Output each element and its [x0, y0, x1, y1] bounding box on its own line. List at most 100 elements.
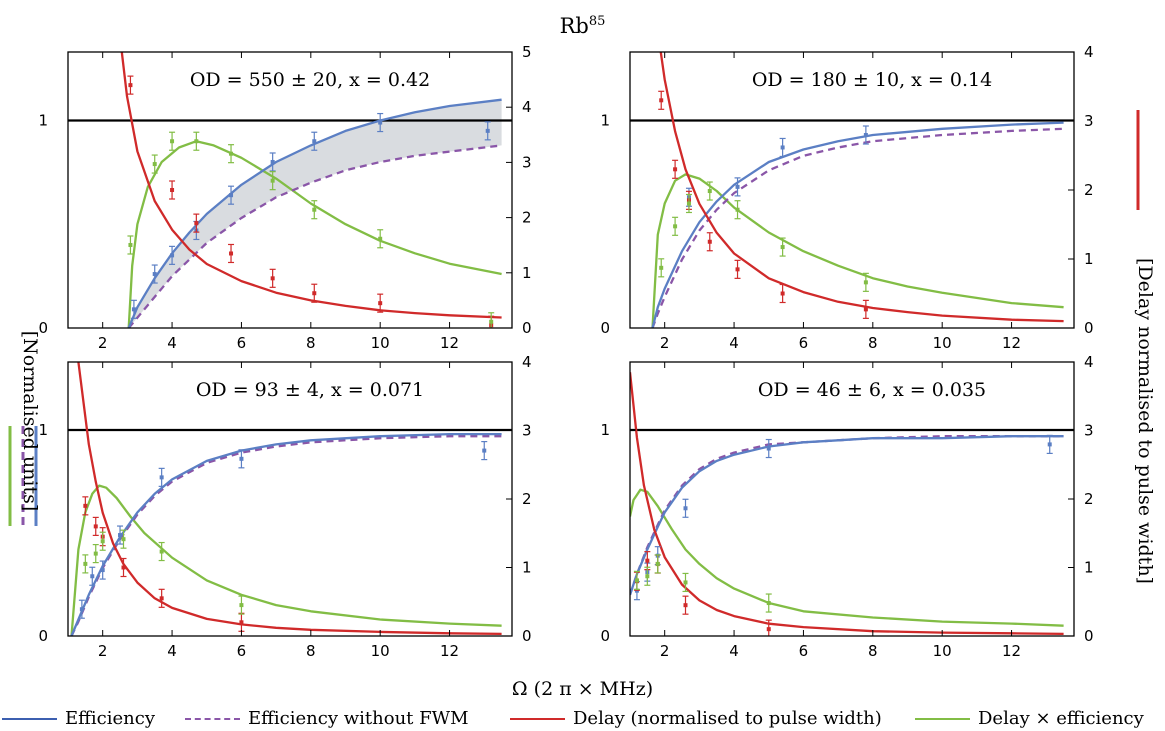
delay-data-point [270, 276, 275, 281]
y-tick-label-left: 1 [38, 421, 48, 439]
x-tick-label: 2 [98, 334, 108, 352]
delay-x-eff-data-point [766, 601, 771, 606]
delay-data-point [766, 627, 771, 632]
delay-x-eff-data-point [659, 265, 664, 270]
legend-swatch-efficiency [2, 718, 57, 720]
delay-x-eff-data-point [686, 201, 691, 206]
curve-efficiency-without-fwm [127, 144, 502, 328]
y-tick-label-right: 2 [1084, 181, 1094, 199]
delay-data-point [93, 524, 98, 529]
panel-annotation: OD = 46 ± 6, x = 0.035 [758, 379, 986, 401]
delay-x-eff-data-point [634, 578, 639, 583]
delay-x-eff-data-point [378, 236, 383, 241]
y-tick-label-right: 1 [1084, 250, 1094, 268]
legend-swatch-delay-x-eff [915, 718, 970, 720]
delay-x-eff-data-point [83, 561, 88, 566]
curve-efficiency-without-fwm [651, 127, 1064, 328]
x-axis-label: Ω (2 π × MHz) [511, 678, 654, 700]
annotation-background [749, 375, 995, 405]
legend-swatch-efficiency-no-fwm [185, 718, 240, 720]
x-tick-label: 12 [1002, 642, 1021, 660]
y-tick-label-right: 4 [1084, 43, 1094, 61]
curve-delay-x-efficiency [127, 140, 502, 328]
curve-delay [120, 52, 502, 319]
delay-x-eff-data-point [159, 549, 164, 554]
x-tick-label: 4 [167, 334, 177, 352]
legend-label-efficiency-no-fwm: Efficiency without FWM [248, 708, 469, 729]
x-tick-label: 2 [98, 642, 108, 660]
efficiency-data-point [863, 133, 868, 138]
efficiency-data-point [131, 307, 136, 312]
x-tick-label: 12 [440, 334, 459, 352]
panel-annotation: OD = 550 ± 20, x = 0.42 [190, 69, 430, 91]
curve-efficiency [70, 432, 502, 636]
efficiency-data-point [378, 120, 383, 125]
legend-item-efficiency-no-fwm: Efficiency without FWM [185, 708, 469, 729]
delay-data-point [645, 558, 650, 563]
delay-x-eff-data-point [655, 561, 660, 566]
y-tick-label-right: 3 [1084, 422, 1094, 440]
y-tick-label-right: 2 [1084, 490, 1094, 508]
y-tick-label-right: 3 [522, 153, 532, 171]
delay-x-eff-data-point [707, 189, 712, 194]
curve-efficiency-without-fwm [630, 435, 1064, 596]
curve-delay [630, 372, 1064, 636]
x-tick-label: 2 [660, 642, 670, 660]
delay-x-eff-data-point [270, 178, 275, 183]
y-tick-label-left: 1 [600, 421, 610, 439]
curve-delay [77, 362, 502, 636]
delay-x-eff-data-point [683, 580, 688, 585]
y-tick-label-right: 1 [1084, 559, 1094, 577]
delay-data-point [128, 83, 133, 88]
x-tick-label: 2 [660, 334, 670, 352]
delay-data-point [378, 301, 383, 306]
y-tick-label-left: 0 [38, 627, 48, 645]
delay-x-eff-data-point [780, 245, 785, 250]
panel-annotation: OD = 93 ± 4, x = 0.071 [196, 379, 424, 401]
delay-data-point [239, 620, 244, 625]
x-tick-label: 6 [237, 334, 247, 352]
delay-x-eff-data-point [93, 551, 98, 556]
delay-x-eff-data-point [229, 151, 234, 156]
delay-data-point [83, 503, 88, 508]
legend-label-delay: Delay (normalised to pulse width) [573, 708, 882, 729]
delay-data-point [312, 291, 317, 296]
efficiency-data-point [485, 128, 490, 133]
y-tick-label-right: 0 [522, 319, 532, 337]
plot-area [68, 362, 512, 636]
title-superscript: 85 [588, 14, 606, 29]
x-tick-label: 4 [167, 642, 177, 660]
x-tick-label: 8 [868, 642, 878, 660]
delay-data-point [170, 188, 175, 192]
efficiency-data-point [1047, 442, 1052, 447]
legend-label-efficiency: Efficiency [65, 708, 156, 729]
delay-data-point [780, 291, 785, 296]
delay-data-point [683, 603, 688, 608]
x-tick-label: 8 [306, 334, 316, 352]
y-axis-label-left: [Normalised units] [19, 330, 41, 512]
delay-data-point [121, 565, 126, 570]
x-tick-label: 10 [371, 642, 390, 660]
efficiency-data-point [90, 574, 95, 579]
y-tick-label-right: 5 [522, 43, 532, 61]
delay-x-eff-data-point [194, 139, 199, 144]
y-tick-label-right: 0 [1084, 627, 1094, 645]
efficiency-data-point [683, 506, 688, 511]
efficiency-data-point [312, 139, 317, 144]
legend: Efficiency Efficiency without FWM Delay … [0, 708, 1165, 730]
x-tick-label: 8 [868, 334, 878, 352]
delay-x-eff-data-point [673, 224, 678, 229]
x-tick-label: 8 [306, 642, 316, 660]
plot-area [630, 52, 1074, 328]
y-tick-label-right: 4 [522, 98, 532, 116]
efficiency-data-point [766, 446, 771, 451]
x-tick-label: 4 [729, 334, 739, 352]
curve-efficiency [651, 121, 1064, 328]
panel-annotation: OD = 180 ± 10, x = 0.14 [752, 69, 992, 91]
y-tick-label-right: 2 [522, 209, 532, 227]
plot-area [630, 372, 1074, 636]
x-tick-label: 4 [729, 642, 739, 660]
efficiency-data-point [100, 568, 105, 573]
